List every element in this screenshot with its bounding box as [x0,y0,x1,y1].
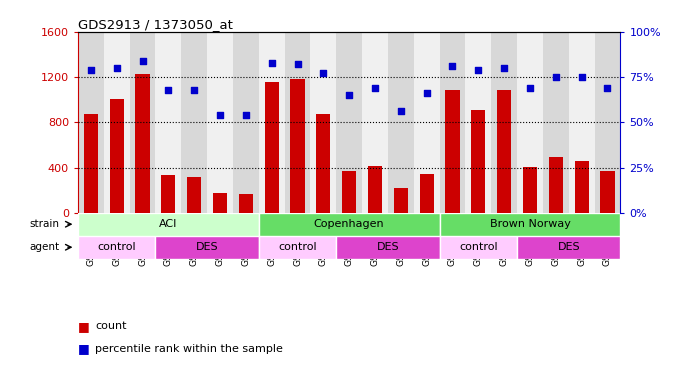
Point [447,63,458,69]
Text: ■: ■ [78,320,89,333]
Bar [259,32,285,213]
Bar [181,32,207,213]
Bar [316,114,330,213]
Text: percentile rank within the sample: percentile rank within the sample [95,344,283,354]
Bar [78,32,104,213]
Point [266,60,277,66]
Bar [574,161,589,213]
Point [163,87,174,93]
Bar [110,99,124,213]
Text: ■: ■ [78,342,89,355]
Bar [517,32,543,213]
Text: DES: DES [376,242,399,252]
Text: control: control [98,242,136,252]
Bar [187,177,201,213]
Bar [155,32,181,213]
Bar [543,32,569,213]
Bar [414,32,439,213]
Bar [465,32,492,213]
Bar [161,176,176,213]
Point [292,62,303,68]
Bar [517,236,620,259]
Bar [336,32,362,213]
Bar [155,236,259,259]
Point [215,112,226,118]
Bar [471,110,485,213]
Bar [497,90,511,213]
Text: GDS2913 / 1373050_at: GDS2913 / 1373050_at [78,18,233,31]
Text: ACI: ACI [159,219,178,229]
Text: DES: DES [196,242,218,252]
Point [111,65,122,71]
Bar [439,236,517,259]
Bar [439,213,620,236]
Bar [336,236,439,259]
Point [85,67,96,73]
Bar [78,236,155,259]
Bar [233,32,259,213]
Bar [523,167,537,213]
Text: strain: strain [30,219,60,229]
Bar [78,213,259,236]
Text: Copenhagen: Copenhagen [314,219,384,229]
Bar [569,32,595,213]
Point [318,70,329,76]
Point [370,85,380,91]
Bar [342,171,356,213]
Bar [84,114,98,213]
Bar [259,213,439,236]
Bar [600,171,614,213]
Bar [207,32,233,213]
Bar [492,32,517,213]
Text: control: control [278,242,317,252]
Bar [136,74,150,213]
Bar [362,32,388,213]
Bar [439,32,465,213]
Point [188,87,199,93]
Bar [388,32,414,213]
Text: DES: DES [557,242,580,252]
Bar [595,32,620,213]
Bar [368,166,382,213]
Point [421,90,432,96]
Text: count: count [95,321,126,331]
Bar [213,193,227,213]
Bar [394,188,408,213]
Point [551,74,561,80]
Point [344,92,355,98]
Point [525,85,536,91]
Point [395,108,406,114]
Point [473,67,483,73]
Bar [264,82,279,213]
Text: Brown Norway: Brown Norway [490,219,570,229]
Point [499,65,510,71]
Text: control: control [459,242,498,252]
Bar [285,32,311,213]
Point [241,112,252,118]
Bar [239,194,253,213]
Bar [259,236,336,259]
Bar [549,158,563,213]
Point [602,85,613,91]
Text: agent: agent [30,242,60,252]
Bar [290,79,304,213]
Bar [129,32,155,213]
Point [137,58,148,64]
Bar [104,32,129,213]
Bar [445,90,460,213]
Bar [311,32,336,213]
Point [576,74,587,80]
Bar [420,174,434,213]
